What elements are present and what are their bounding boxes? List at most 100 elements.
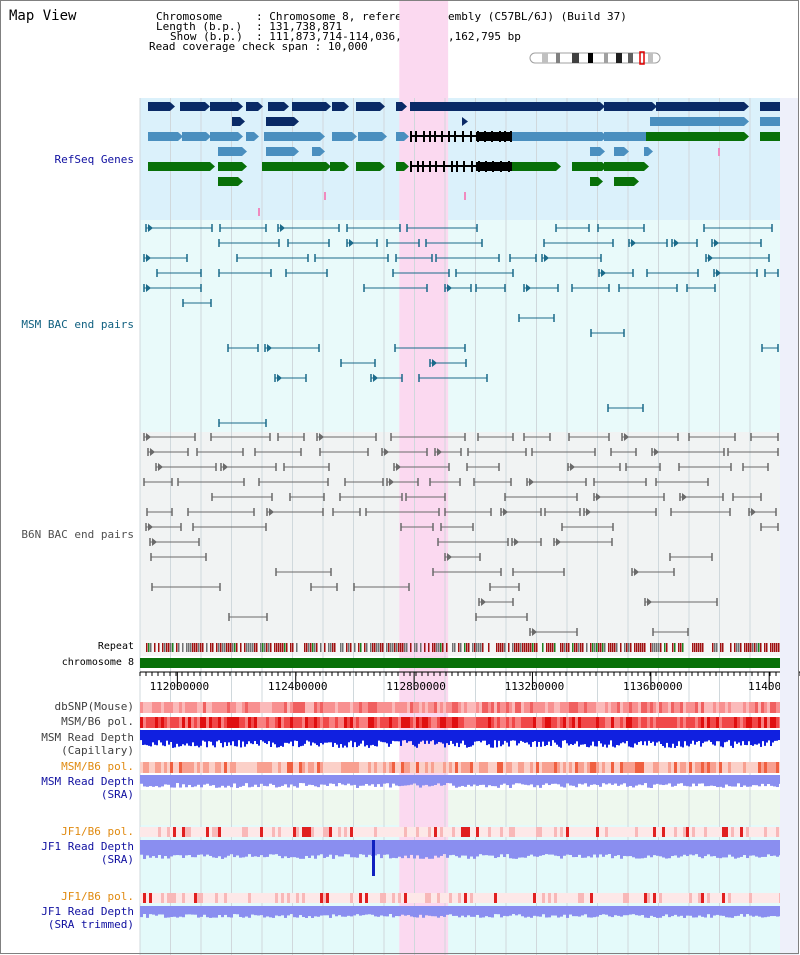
repeat-mark	[672, 643, 674, 652]
pol-cell	[311, 827, 314, 837]
pol-cell	[479, 827, 482, 837]
repeat-mark	[226, 643, 228, 652]
depth-bar	[311, 840, 314, 856]
depth-bar	[380, 906, 383, 916]
track-label-msm-bac[interactable]: MSM BAC end pairs	[21, 318, 134, 331]
depth-bar	[383, 906, 386, 917]
repeat-mark	[550, 643, 552, 652]
pol-cell	[377, 762, 380, 773]
repeat-mark	[774, 643, 776, 652]
pol-cell	[266, 827, 269, 837]
dbsnp-cell	[368, 702, 371, 713]
dbsnp-cell	[572, 702, 575, 713]
repeat-mark	[320, 643, 322, 652]
depth-bar	[404, 775, 407, 786]
pol-cell	[620, 893, 623, 903]
dbsnp-cell	[539, 702, 542, 713]
pol-cell	[200, 893, 203, 903]
gene-strand-icon	[240, 117, 245, 126]
pol-cell	[278, 762, 281, 773]
pol-cell	[602, 762, 605, 773]
gene-strand-icon	[652, 102, 657, 111]
dbsnp-cell	[623, 702, 626, 713]
depth-bar	[365, 840, 368, 858]
pol-cell	[413, 893, 416, 903]
depth-bar	[683, 775, 686, 786]
depth-bar	[713, 775, 716, 787]
pol-cell	[155, 717, 158, 728]
depth-bar	[168, 730, 170, 745]
pol-cell	[179, 762, 182, 773]
dbsnp-cell	[383, 702, 386, 713]
pol-cell	[683, 762, 686, 773]
dbsnp-cell	[647, 702, 650, 713]
dbsnp-cell	[188, 702, 191, 713]
dbsnp-cell	[299, 702, 302, 713]
pol-cell	[548, 893, 551, 903]
pol-cell	[314, 827, 317, 837]
pol-cell	[665, 762, 668, 773]
pol-cell	[215, 717, 218, 728]
depth-bar	[656, 906, 659, 918]
gene-bar	[604, 102, 652, 111]
pol-cell	[452, 893, 455, 903]
depth-bar	[368, 775, 371, 786]
dbsnp-cell	[395, 702, 398, 713]
repeat-mark	[260, 643, 262, 652]
depth-bar	[232, 730, 234, 742]
gene-strand-icon	[634, 177, 639, 186]
dbsnp-cell	[641, 702, 644, 713]
pol-cell	[380, 893, 383, 903]
pol-cell	[704, 893, 707, 903]
depth-bar	[527, 840, 530, 856]
depth-bar	[274, 730, 276, 745]
pol-cell	[392, 827, 395, 837]
repeat-mark	[658, 643, 660, 652]
repeat-mark	[526, 643, 528, 652]
pol-cell	[308, 893, 311, 903]
depth-bar	[194, 840, 197, 858]
depth-bar	[674, 840, 677, 856]
depth-bar	[575, 906, 578, 917]
pol-cell	[401, 762, 404, 773]
depth-bar	[192, 730, 194, 743]
track-label-repeat: Repeat	[97, 641, 134, 652]
pol-cell	[434, 717, 437, 728]
pol-cell	[581, 893, 584, 903]
depth-bar	[473, 775, 476, 785]
depth-bar	[572, 730, 574, 746]
pol-cell	[224, 827, 227, 837]
depth-bar	[642, 730, 644, 746]
track-label-b6n-bac[interactable]: B6N BAC end pairs	[21, 528, 134, 541]
chromosome-ideogram[interactable]	[528, 51, 663, 65]
dbsnp-cell	[170, 702, 173, 713]
track-label-refseq[interactable]: RefSeq Genes	[54, 153, 134, 166]
pol-cell	[596, 762, 599, 773]
repeat-mark	[240, 643, 242, 652]
repeat-mark	[554, 643, 556, 652]
pol-cell	[176, 717, 179, 728]
pol-cell	[740, 827, 743, 837]
pol-cell	[272, 762, 275, 773]
dbsnp-cell	[164, 702, 167, 713]
pol-cell	[512, 827, 515, 837]
depth-bar	[404, 906, 407, 916]
repeat-mark	[778, 643, 780, 652]
pol-cell	[605, 827, 608, 837]
pol-cell	[401, 827, 404, 837]
pol-cell	[299, 893, 302, 903]
depth-bar	[341, 840, 344, 857]
gene-bar	[590, 177, 598, 186]
depth-bar	[464, 730, 466, 745]
repeat-mark	[610, 643, 612, 652]
pol-cell	[464, 717, 467, 728]
depth-bar	[418, 730, 420, 744]
pol-cell	[746, 827, 749, 837]
pol-cell	[560, 827, 563, 837]
depth-bar	[584, 840, 587, 858]
depth-bar	[530, 906, 533, 918]
depth-bar	[497, 906, 500, 915]
depth-bar	[698, 775, 701, 784]
pol-cell	[353, 827, 356, 837]
